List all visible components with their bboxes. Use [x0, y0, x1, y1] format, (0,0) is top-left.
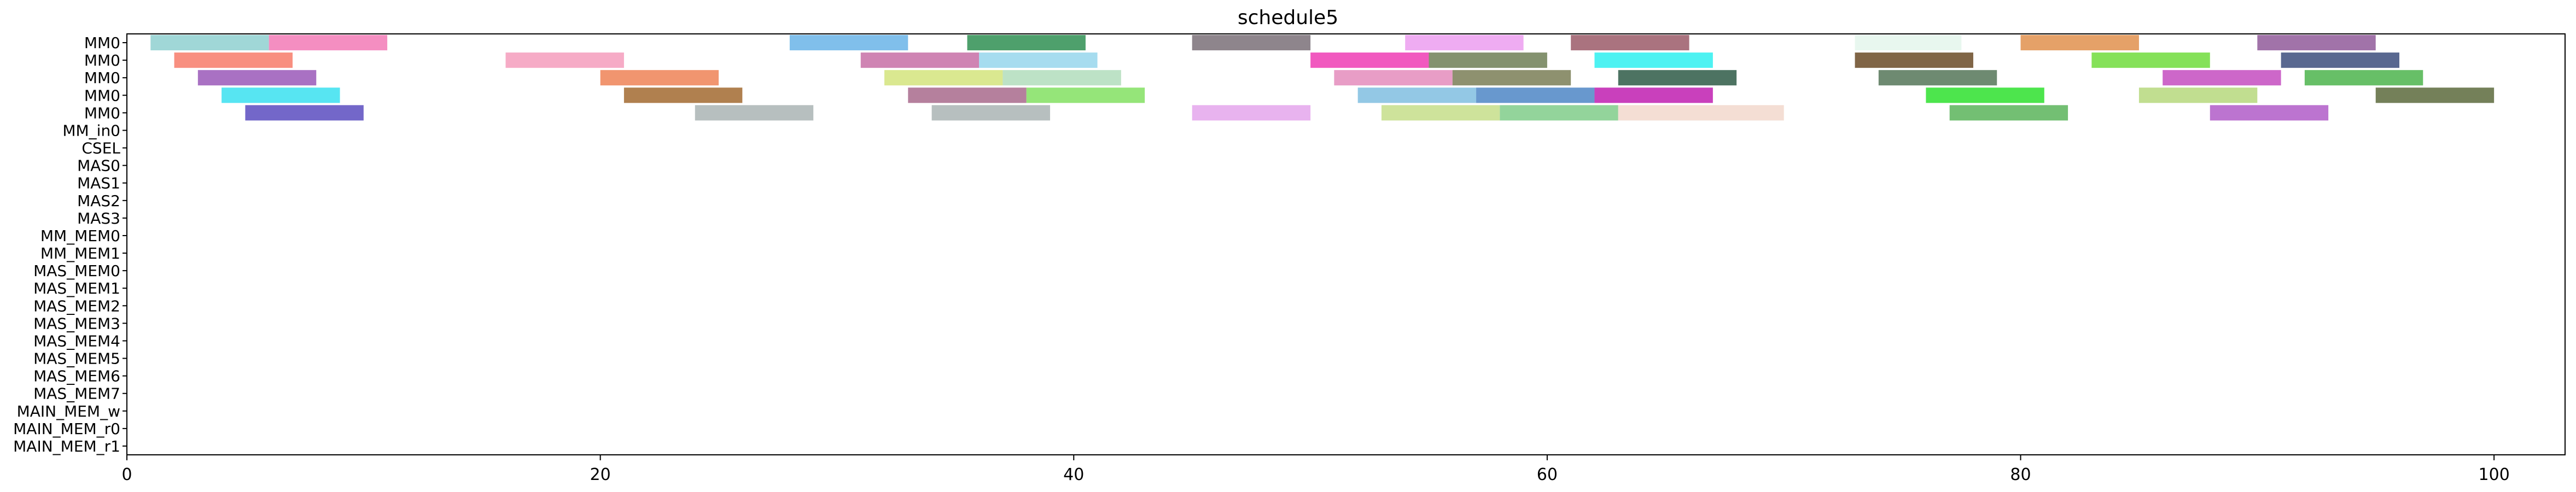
- task-bar: [1310, 52, 1429, 68]
- row-label: MAS_MEM7: [33, 385, 120, 403]
- task-bar: [1452, 70, 1571, 86]
- task-bar: [1381, 105, 1500, 121]
- task-bar: [931, 105, 1050, 121]
- task-bar: [1618, 105, 1784, 121]
- row-label: MAIN_MEM_r1: [13, 437, 120, 455]
- task-bar: [1357, 87, 1477, 103]
- task-bar: [600, 70, 719, 86]
- task-bar: [2304, 70, 2423, 86]
- task-bar: [908, 87, 1027, 103]
- row-label: MM0: [84, 51, 120, 69]
- task-bar: [1594, 87, 1713, 103]
- row-label: MAIN_MEM_r0: [13, 420, 120, 438]
- task-bar: [1476, 87, 1595, 103]
- task-bar: [2281, 52, 2400, 68]
- row-label: MM0: [84, 86, 120, 104]
- row-label: MM_in0: [62, 121, 120, 139]
- row-label: MAS0: [77, 157, 120, 175]
- row-label: MAS2: [77, 192, 120, 210]
- task-bar: [2210, 105, 2329, 121]
- task-bar: [2375, 87, 2495, 103]
- task-bar: [2091, 52, 2210, 68]
- task-bar: [1500, 105, 1618, 121]
- task-bar: [1003, 70, 1121, 86]
- row-labels: MM0MM0MM0MM0MM0MM_in0CSELMAS0MAS1MAS2MAS…: [13, 34, 127, 455]
- task-bar: [1571, 35, 1689, 51]
- task-bars: [150, 35, 2495, 121]
- task-bar: [1855, 52, 1973, 68]
- task-bar: [967, 35, 1086, 51]
- task-bar: [505, 52, 624, 68]
- row-label: MM_MEM0: [40, 227, 120, 245]
- task-bar: [789, 35, 908, 51]
- row-label: MM0: [84, 69, 120, 87]
- task-bar: [2163, 70, 2281, 86]
- row-label: MAS_MEM2: [33, 297, 120, 315]
- task-bar: [1192, 105, 1311, 121]
- row-label: MM0: [84, 104, 120, 122]
- task-bar: [222, 87, 340, 103]
- task-bar: [1334, 70, 1453, 86]
- row-label: MAS3: [77, 209, 120, 227]
- task-bar: [1405, 35, 1524, 51]
- task-bar: [2138, 87, 2258, 103]
- task-bar: [2020, 35, 2139, 51]
- row-label: MAS1: [77, 174, 120, 192]
- task-bar: [1949, 105, 2068, 121]
- plot-frame: [126, 33, 2566, 455]
- task-bar: [1026, 87, 1145, 103]
- task-bar: [1618, 70, 1737, 86]
- task-bar: [150, 35, 269, 51]
- task-bar: [623, 87, 743, 103]
- row-label: MAS_MEM6: [33, 367, 120, 385]
- task-bar: [695, 105, 814, 121]
- task-bar: [979, 52, 1098, 68]
- row-label: MAS_MEM3: [33, 314, 120, 332]
- task-bar: [1429, 52, 1547, 68]
- task-bar: [174, 52, 293, 68]
- task-bar: [884, 70, 1003, 86]
- task-bar: [1926, 87, 2044, 103]
- task-bar: [1594, 52, 1713, 68]
- row-label: MAS_MEM4: [33, 332, 120, 350]
- x-tick-label: 0: [121, 465, 132, 484]
- x-tick-label: 80: [2010, 465, 2031, 484]
- x-tick-label: 20: [590, 465, 611, 484]
- row-label: MM_MEM1: [40, 244, 120, 262]
- row-label: MAIN_MEM_w: [17, 402, 120, 420]
- task-bar: [269, 35, 388, 51]
- task-bar: [1878, 70, 1997, 86]
- row-label: CSEL: [81, 139, 120, 157]
- task-bar: [860, 52, 980, 68]
- task-bar: [197, 70, 317, 86]
- row-label: MAS_MEM1: [33, 279, 120, 297]
- task-bar: [1192, 35, 1311, 51]
- x-tick-label: 60: [1537, 465, 1558, 484]
- row-label: MAS_MEM5: [33, 350, 120, 368]
- task-bar: [1855, 35, 1962, 51]
- chart-title: schedule5: [1238, 7, 1338, 29]
- row-label: MM0: [84, 34, 120, 52]
- x-axis: 0 20 40 60 80 100: [121, 455, 2510, 484]
- x-tick-label: 40: [1063, 465, 1084, 484]
- row-label: MAS_MEM0: [33, 262, 120, 280]
- task-bar: [245, 105, 364, 121]
- x-tick-label: 100: [2479, 465, 2510, 484]
- task-bar: [2257, 35, 2376, 51]
